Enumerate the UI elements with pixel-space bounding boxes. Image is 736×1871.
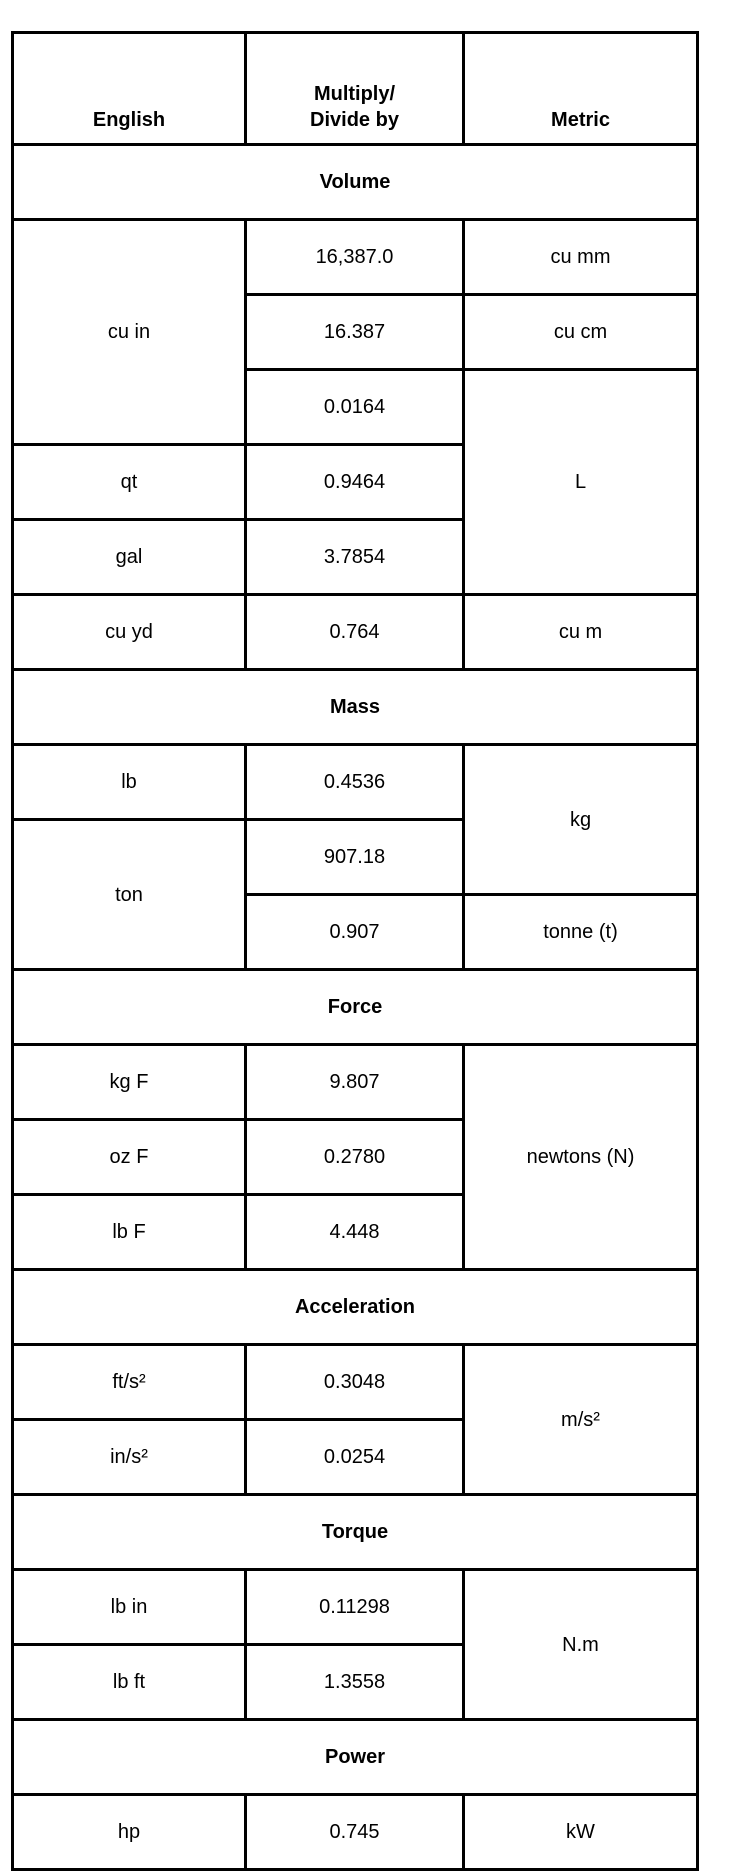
table-row: lb F 4.448 bbox=[11, 1193, 698, 1271]
table-row: hp 0.745 kW bbox=[11, 1793, 699, 1871]
section-title: Mass bbox=[11, 668, 699, 746]
header-row: English Multiply/Divide by Metric bbox=[11, 31, 699, 146]
table-row: in/s² 0.0254 bbox=[11, 1418, 698, 1496]
table-row: gal 3.7854 bbox=[11, 518, 698, 596]
section-title: Power bbox=[11, 1718, 699, 1796]
section-row: Torque bbox=[11, 1493, 699, 1571]
table-cell: 907.18 bbox=[244, 818, 465, 896]
table-cell: 16.387 bbox=[244, 293, 465, 371]
table-cell: gal bbox=[11, 518, 247, 596]
table-cell: 0.9464 bbox=[244, 443, 465, 521]
section-title: Torque bbox=[11, 1493, 699, 1571]
table-cell: 0.907 bbox=[244, 893, 465, 971]
table-cell: kg F bbox=[11, 1043, 247, 1121]
table-cell: kW bbox=[462, 1793, 699, 1871]
table-cell: ton bbox=[11, 818, 247, 971]
table-cell: tonne (t) bbox=[462, 893, 699, 971]
table-row: oz F 0.2780 bbox=[11, 1118, 698, 1196]
section-row: Acceleration bbox=[11, 1268, 699, 1346]
table-cell: newtons (N) bbox=[462, 1043, 699, 1271]
table-cell: cu in bbox=[11, 218, 247, 446]
table-row: 0.0164 L bbox=[13, 368, 699, 596]
table-row: cu in 16,387.0 cu mm bbox=[11, 218, 699, 446]
table-cell: 4.448 bbox=[244, 1193, 465, 1271]
table-cell: qt bbox=[11, 443, 247, 521]
table-cell: 16,387.0 bbox=[244, 218, 465, 296]
table-cell: 0.0164 bbox=[244, 368, 465, 446]
table-row: qt 0.9464 bbox=[11, 443, 698, 521]
header-factor-line1: Multiply/ bbox=[313, 83, 396, 105]
table-row: cu yd 0.764 cu m bbox=[11, 593, 699, 671]
table-cell: 0.745 bbox=[244, 1793, 465, 1871]
table-cell: 3.7854 bbox=[244, 518, 465, 596]
section-title: Volume bbox=[11, 143, 699, 221]
section-title: Acceleration bbox=[11, 1268, 699, 1346]
table-cell: 0.3048 bbox=[244, 1343, 465, 1421]
table-cell: 0.0254 bbox=[244, 1418, 465, 1496]
table-cell: cu mm bbox=[462, 218, 699, 296]
section-row: Volume bbox=[11, 143, 699, 221]
table-cell: lb bbox=[11, 743, 247, 821]
table-cell: N.m bbox=[462, 1568, 699, 1721]
table-cell: cu m bbox=[462, 593, 699, 671]
header-english: English bbox=[11, 31, 247, 146]
table-row: lb ft 1.3558 bbox=[11, 1643, 698, 1721]
table-cell: 9.807 bbox=[244, 1043, 465, 1121]
table-row: lb 0.4536 kg bbox=[11, 743, 699, 896]
header-factor: Multiply/Divide by bbox=[244, 31, 465, 146]
table-cell: kg bbox=[462, 743, 699, 896]
table-cell: lb F bbox=[11, 1193, 247, 1271]
table-cell: L bbox=[462, 368, 699, 596]
table-row: lb in 0.11298 N.m bbox=[11, 1568, 699, 1721]
table-cell: cu yd bbox=[11, 593, 247, 671]
table-cell: cu cm bbox=[462, 293, 699, 371]
table-cell: m/s² bbox=[462, 1343, 699, 1496]
table-cell: 0.11298 bbox=[244, 1568, 465, 1646]
table-cell: 1.3558 bbox=[244, 1643, 465, 1721]
table-row: 16.387 cu cm bbox=[13, 293, 699, 371]
section-row: Power bbox=[11, 1718, 699, 1796]
header-metric: Metric bbox=[462, 31, 699, 146]
table-row: ton 907.18 bbox=[11, 818, 698, 971]
table-cell: 0.4536 bbox=[244, 743, 465, 821]
header-factor-line2: Divide by bbox=[310, 109, 399, 131]
table-cell: oz F bbox=[11, 1118, 247, 1196]
table-cell: in/s² bbox=[11, 1418, 247, 1496]
conversion-table: English Multiply/Divide by Metric Volume… bbox=[11, 31, 699, 1871]
table-cell: ft/s² bbox=[11, 1343, 247, 1421]
table-cell: hp bbox=[11, 1793, 247, 1871]
table-row: ft/s² 0.3048 m/s² bbox=[11, 1343, 699, 1496]
table-cell: 0.2780 bbox=[244, 1118, 465, 1196]
table-cell: 0.764 bbox=[244, 593, 465, 671]
table-cell: lb ft bbox=[11, 1643, 247, 1721]
section-title: Force bbox=[11, 968, 699, 1046]
table-row: 0.907 tonne (t) bbox=[13, 893, 699, 971]
section-row: Mass bbox=[11, 668, 699, 746]
table-row: kg F 9.807 newtons (N) bbox=[11, 1043, 699, 1271]
table-cell: lb in bbox=[11, 1568, 247, 1646]
section-row: Force bbox=[11, 968, 699, 1046]
